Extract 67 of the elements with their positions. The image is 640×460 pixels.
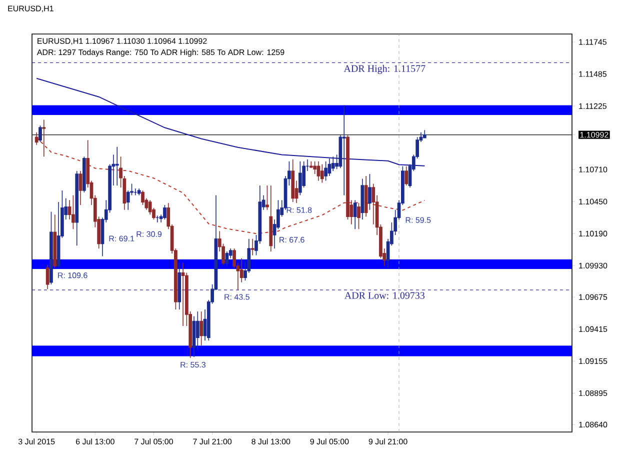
annotation: R: 67.6 [280,236,304,243]
text: ADR: 1297 Todays Range: 750 To ADR High: 585 To ADR Low: 1259 [36,49,284,57]
candlestick [324,161,328,182]
x-tick-label: 9 Jul 21:00 [368,438,408,444]
y-tick-label: 1.10190 [579,230,608,236]
y-tick-label: 1.11485 [579,71,607,77]
candlestick [178,262,182,310]
candlestick [353,200,357,230]
candlestick [364,176,368,218]
y-tick-label: 1.09155 [579,358,608,364]
candlestick [316,161,320,182]
candlestick [342,104,346,196]
candlestick [298,161,302,196]
candlestick [422,130,426,139]
candlestick [38,125,42,142]
candlestick [320,164,324,184]
candlestick [163,204,166,220]
candlestick [368,174,372,210]
annotation: R: 51.8 [286,207,312,213]
ref-line-label: ADR Low: 1.09733 [344,292,425,299]
candlestick [360,178,364,220]
x-tick-label: 8 Jul 13:00 [252,438,290,444]
candlestick [269,185,273,252]
x-tick-label: 7 Jul 21:00 [193,438,232,444]
annotation: R: 30.9 [136,231,162,237]
candlestick [50,211,53,285]
y-tick-label: 1.09415 [579,326,608,332]
candlestick [291,159,295,202]
annotation: R: 109.6 [58,272,88,278]
y-tick-label: 1.09675 [579,294,608,300]
annotation: R: 55.3 [180,362,206,368]
candlestick [53,214,57,268]
candlestick [357,202,360,230]
chart-title: EURUSD,H1 1.10967 1.11030 1.10964 1.10992 [38,38,207,45]
candlestick [75,170,79,246]
y-tick-label: 1.09930 [579,262,608,268]
annotation: R: 59.5 [406,217,431,223]
candlestick [156,215,160,223]
candlestick [200,311,204,346]
y-tick-label: 1.08640 [579,422,608,428]
y-tick-label: 1.08895 [579,390,608,396]
candlestick [250,238,254,256]
candlestick [137,188,141,196]
y-tick-label: 1.11225 [579,103,607,109]
x-tick-label: 9 Jul 05:00 [310,438,349,444]
x-tick-label: 7 Jul 05:00 [134,438,173,444]
candlestick [328,158,332,176]
candlestick [404,166,408,186]
y-tick-label: 1.10450 [579,198,608,204]
y-tick-label: 1.11745 [579,39,607,45]
line-series [36,78,426,166]
annotation: R: 69.1 [109,236,134,242]
candlestick [78,170,82,206]
candlestick [181,262,185,326]
annotation: R: 43.5 [224,294,250,300]
candlestick [115,146,119,186]
candlestick [72,194,75,230]
y-tick-label: 1.10992 [580,132,608,138]
text: EURUSD,H1 [8,6,54,12]
candlestick [34,132,38,146]
x-tick-label: 6 Jul 13:00 [76,438,114,444]
candlestick [82,156,86,193]
candlestick [42,119,46,157]
x-tick-label: 3 Jul 2015 [18,438,55,444]
ref-line-label: ADR High: 1.11577 [344,64,426,74]
candlestick [148,200,152,216]
y-tick-label: 1.10710 [579,166,608,172]
